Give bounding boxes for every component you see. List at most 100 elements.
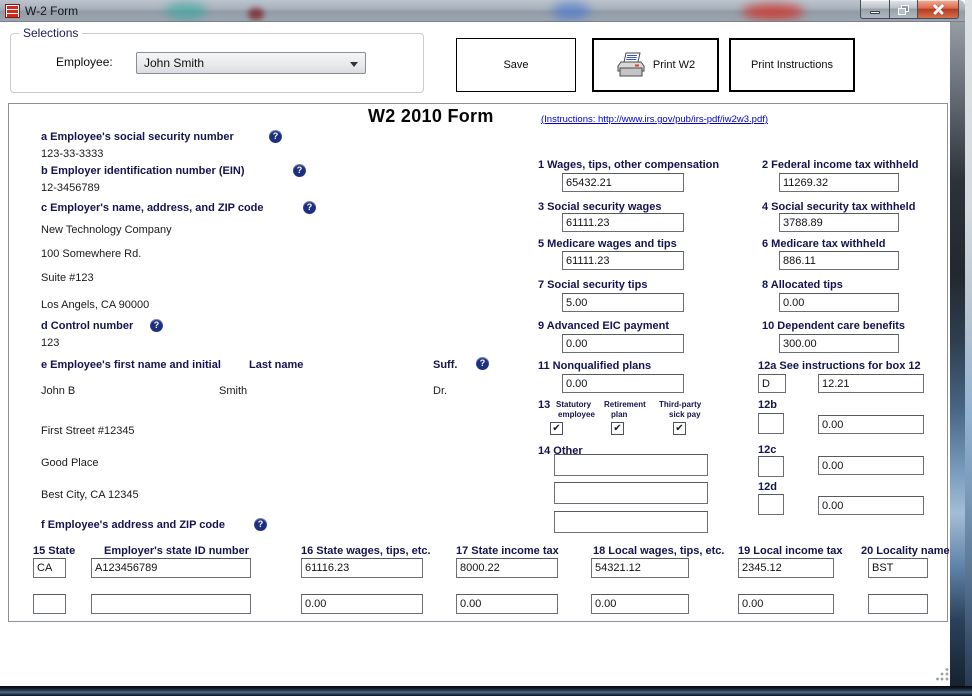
help-icon-box-f[interactable]: ?: [254, 518, 267, 531]
employee-dropdown-value: John Smith: [144, 56, 205, 70]
print-w2-button-label: Print W2: [652, 59, 696, 71]
state-wages-input-row2[interactable]: [301, 594, 423, 614]
help-icon-box-d[interactable]: ?: [150, 319, 163, 332]
box12b-code-input[interactable]: [758, 413, 784, 434]
window-glass-border: [950, 22, 965, 686]
box12a-code-input[interactable]: [758, 374, 786, 393]
local-wages-input-row1[interactable]: [591, 558, 689, 578]
maximize-button[interactable]: [889, 0, 918, 19]
window-controls: [860, 0, 959, 19]
resize-grip[interactable]: [936, 668, 950, 682]
box7-input[interactable]: [562, 293, 684, 312]
selections-groupbox: Selections Employee: John Smith: [10, 26, 424, 93]
box7-label: 7 Social security tips: [538, 279, 648, 291]
box16-label: 16 State wages, tips, etc.: [301, 545, 431, 557]
box10-input[interactable]: [779, 334, 899, 353]
box12a-amount-input[interactable]: [818, 374, 924, 393]
employee-address-line3: Best City, CA 12345: [41, 489, 139, 501]
minimize-icon: [870, 11, 880, 14]
suffix-label: Suff.: [433, 359, 458, 371]
control-number: 123: [41, 337, 60, 349]
employer-state-id-input-row2[interactable]: [91, 594, 251, 614]
employer-name: New Technology Company: [41, 224, 172, 236]
employee-address-line1: First Street #12345: [41, 425, 135, 437]
box6-input[interactable]: [779, 251, 899, 270]
box12c-code-input[interactable]: [758, 456, 784, 477]
title-bar[interactable]: W-2 Form: [0, 0, 965, 22]
local-wages-input-row2[interactable]: [591, 594, 689, 614]
employer-state-id-label: Employer's state ID number: [104, 545, 250, 557]
box14-input-1[interactable]: [554, 454, 708, 476]
state-input-row1[interactable]: [33, 558, 66, 578]
print-instructions-button[interactable]: Print Instructions: [729, 38, 855, 92]
retirement-plan-checkbox[interactable]: ✔: [611, 422, 624, 435]
help-icon-box-a[interactable]: ?: [269, 130, 282, 143]
box13-statutory-title: Statutory: [556, 400, 592, 409]
desktop-background: [965, 0, 972, 696]
box9-label: 9 Advanced EIC payment: [538, 320, 670, 332]
box12d-code-input[interactable]: [758, 494, 784, 515]
selections-group-label: Selections: [19, 26, 83, 40]
state-income-tax-input-row1[interactable]: [456, 558, 558, 578]
box4-input[interactable]: [779, 213, 899, 232]
last-name-label: Last name: [249, 359, 304, 371]
taskbar-edge[interactable]: [0, 686, 972, 696]
box20-label: 20 Locality name: [861, 545, 950, 557]
box14-input-3[interactable]: [554, 511, 708, 533]
box4-label: 4 Social security tax withheld: [762, 201, 916, 213]
box13-retirement-subtitle: plan: [611, 410, 628, 419]
print-w2-button[interactable]: Print W2: [592, 38, 719, 92]
box15-label: 15 State: [33, 545, 76, 557]
help-icon-box-c[interactable]: ?: [303, 201, 316, 214]
desktop-blur-blob: [165, 2, 207, 20]
box19-label: 19 Local income tax: [738, 545, 843, 557]
desktop-blur-blob: [248, 8, 264, 20]
window-title: W-2 Form: [25, 4, 79, 18]
box8-label: 8 Allocated tips: [762, 279, 843, 291]
box13-number: 13: [538, 399, 551, 411]
state-wages-input-row1[interactable]: [301, 558, 423, 578]
box1-input[interactable]: [562, 173, 684, 192]
box12b-amount-input[interactable]: [818, 415, 924, 434]
local-income-tax-input-row2[interactable]: [738, 594, 834, 614]
box5-input[interactable]: [562, 251, 684, 270]
box11-input[interactable]: [562, 374, 684, 393]
employee-dropdown[interactable]: John Smith: [136, 52, 366, 74]
help-icon-box-b[interactable]: ?: [293, 164, 306, 177]
employer-address-line2: Suite #123: [41, 272, 94, 284]
local-income-tax-input-row1[interactable]: [738, 558, 834, 578]
box12d-amount-input[interactable]: [818, 496, 924, 515]
box12d-label: 12d: [758, 481, 777, 493]
box1-label: 1 Wages, tips, other compensation: [538, 159, 720, 171]
third-party-sick-pay-checkbox[interactable]: ✔: [673, 422, 686, 435]
box5-label: 5 Medicare wages and tips: [538, 238, 677, 250]
box9-input[interactable]: [562, 334, 684, 353]
state-input-row2[interactable]: [33, 594, 66, 614]
w2-form-panel: W2 2010 Form (Instructions: http://www.i…: [8, 103, 950, 622]
box18-label: 18 Local wages, tips, etc.: [593, 545, 725, 557]
save-button-label: Save: [503, 59, 529, 71]
box8-input[interactable]: [779, 293, 899, 312]
box12c-amount-input[interactable]: [818, 456, 924, 475]
box13-thirdparty-subtitle: sick pay: [669, 410, 701, 419]
first-name-value: John B: [41, 385, 76, 397]
save-button[interactable]: Save: [456, 38, 576, 92]
box12b-label: 12b: [758, 399, 777, 411]
locality-input-row2[interactable]: [868, 594, 928, 614]
box13-retirement-title: Retirement: [604, 400, 646, 409]
box17-label: 17 State income tax: [456, 545, 559, 557]
box-f-label: f Employee's address and ZIP code: [41, 519, 225, 531]
box14-input-2[interactable]: [554, 482, 708, 504]
state-income-tax-input-row2[interactable]: [456, 594, 558, 614]
box-a-label: a Employee's social security number: [41, 131, 234, 143]
box2-input[interactable]: [779, 173, 899, 192]
minimize-button[interactable]: [860, 0, 889, 19]
close-button[interactable]: [918, 0, 959, 19]
box3-input[interactable]: [562, 213, 684, 232]
employer-state-id-input-row1[interactable]: [91, 558, 251, 578]
instructions-link[interactable]: (Instructions: http://www.irs.gov/pub/ir…: [541, 114, 769, 125]
statutory-employee-checkbox[interactable]: ✔: [550, 422, 563, 435]
help-icon-box-e[interactable]: ?: [476, 357, 489, 370]
locality-input-row1[interactable]: [868, 558, 928, 578]
